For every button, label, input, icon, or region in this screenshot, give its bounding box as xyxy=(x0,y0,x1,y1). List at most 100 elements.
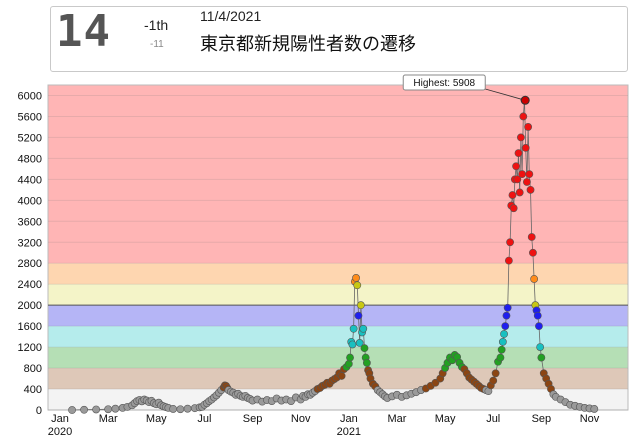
x-tick-label: Sep xyxy=(532,413,552,425)
data-point xyxy=(503,303,512,312)
data-point xyxy=(497,345,506,354)
data-point xyxy=(491,369,500,378)
data-point xyxy=(529,248,537,257)
highest-callout: Highest: 5908 xyxy=(402,74,530,105)
x-tick-year: 2020 xyxy=(48,426,72,438)
band-7 xyxy=(48,85,628,264)
y-tick-label: 5600 xyxy=(18,111,42,123)
data-point xyxy=(521,144,530,152)
data-point xyxy=(344,359,353,368)
band-4 xyxy=(48,305,628,327)
data-point xyxy=(349,324,358,333)
callout-leader xyxy=(485,88,526,101)
data-point xyxy=(524,123,533,131)
report-date: 11/4/2021 xyxy=(200,8,262,24)
data-point xyxy=(506,238,514,247)
data-point xyxy=(517,133,525,142)
y-tick-label: 0 xyxy=(36,405,42,417)
data-point xyxy=(527,233,536,241)
band-5 xyxy=(48,284,628,306)
data-point xyxy=(536,343,545,351)
data-point xyxy=(518,170,527,179)
y-tick-label: 4000 xyxy=(18,195,42,207)
y-tick-label: 800 xyxy=(24,363,42,375)
data-point xyxy=(526,185,535,194)
x-tick-label: Jan xyxy=(51,413,69,425)
summary-panel xyxy=(50,6,628,72)
data-point xyxy=(337,372,346,380)
data-point xyxy=(359,324,368,333)
gridlines xyxy=(48,94,628,411)
data-point xyxy=(92,405,101,414)
band-3 xyxy=(48,326,628,348)
data-point xyxy=(513,175,522,184)
data-point xyxy=(348,340,357,349)
band-6 xyxy=(48,263,628,285)
data-points xyxy=(68,96,599,414)
data-point xyxy=(501,322,510,331)
band-2 xyxy=(48,347,628,369)
x-tick-label: Nov xyxy=(580,413,600,425)
data-point xyxy=(360,344,369,353)
y-tick-label: 3600 xyxy=(18,216,42,228)
data-point xyxy=(356,301,365,310)
data-point xyxy=(500,330,508,338)
y-tick-label: 5200 xyxy=(18,132,42,144)
plot-frame xyxy=(47,84,629,411)
x-tick-label: Mar xyxy=(387,413,406,425)
data-point xyxy=(355,339,364,347)
data-point xyxy=(353,281,362,290)
data-point xyxy=(354,311,363,320)
y-axis: 0 400 800 1200 1600 2000 2400 2800 3200 3600 4000 4… xyxy=(18,90,42,417)
data-point xyxy=(68,406,76,414)
data-point xyxy=(519,112,528,121)
data-point xyxy=(530,275,539,283)
y-tick-label: 1200 xyxy=(18,342,42,354)
count-change: -11 xyxy=(150,39,164,50)
data-point xyxy=(502,311,511,320)
x-tick-label: Jul xyxy=(486,413,500,425)
x-tick-label: Mar xyxy=(99,413,118,425)
data-point xyxy=(508,191,517,199)
y-tick-label: 2400 xyxy=(18,279,42,291)
y-tick-label: 4400 xyxy=(18,174,42,186)
y-tick-label: 1600 xyxy=(18,321,42,333)
y-tick-label: 2800 xyxy=(18,258,42,270)
y-tick-label: 3200 xyxy=(18,237,42,249)
y-tick-label: 4800 xyxy=(18,153,42,165)
rank-number: 14 xyxy=(56,6,111,57)
data-point xyxy=(504,256,513,265)
data-point xyxy=(346,353,354,362)
data-point xyxy=(169,405,178,413)
data-point xyxy=(514,149,523,158)
data-point xyxy=(523,178,531,186)
data-point xyxy=(533,311,542,320)
data-point xyxy=(362,358,371,367)
x-tick-year: 2021 xyxy=(337,426,361,438)
data-point xyxy=(111,404,120,413)
data-point xyxy=(525,170,534,179)
data-point xyxy=(104,405,113,414)
data-point xyxy=(535,322,543,331)
y-tick-label: 400 xyxy=(24,384,42,396)
x-tick-label: Sep xyxy=(243,413,263,425)
callout-label: Highest: 5908 xyxy=(413,78,475,89)
data-point xyxy=(176,405,185,414)
chart-title: 東京都新規陽性者数の遷移 xyxy=(200,34,416,54)
x-tick-label: May xyxy=(146,413,167,425)
highest-point xyxy=(520,95,530,105)
data-point xyxy=(352,274,360,282)
data-point xyxy=(537,353,546,362)
data-point xyxy=(496,353,505,362)
data-point xyxy=(515,188,524,197)
data-point xyxy=(489,376,498,385)
rank-change: -1th xyxy=(144,17,169,33)
data-point xyxy=(509,204,518,213)
x-tick-label: May xyxy=(435,413,456,425)
y-tick-label: 2000 xyxy=(18,300,42,312)
x-tick-label: Nov xyxy=(291,413,311,425)
data-point xyxy=(183,404,192,413)
callout-box xyxy=(402,74,486,91)
